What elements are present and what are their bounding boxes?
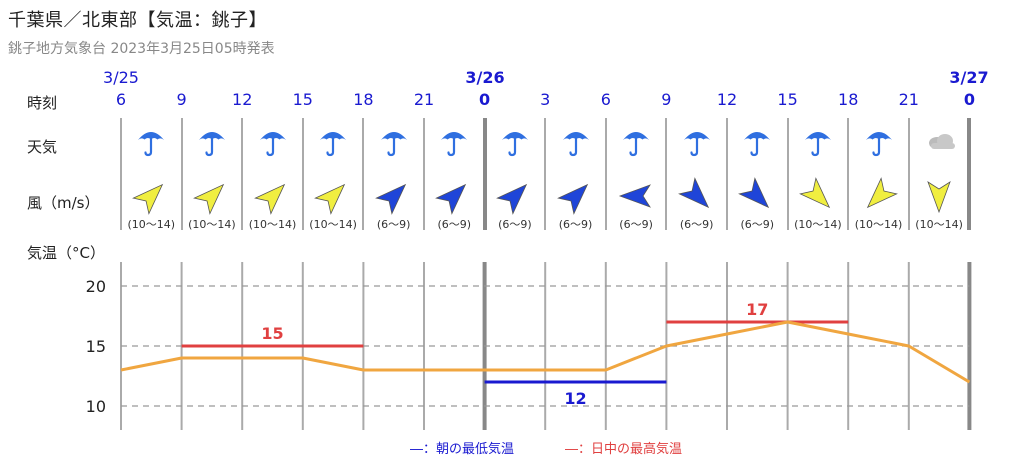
page-subtitle: 銚子地方気象台 2023年3月25日05時発表: [8, 41, 275, 57]
umbrella-icon: [135, 126, 167, 158]
wind-arrow-icon: [192, 176, 232, 216]
hour-label: 21: [898, 90, 919, 109]
wind-arrow-icon: [253, 176, 293, 216]
wind-speed-label: (6～9): [558, 218, 593, 231]
column-separator: [482, 118, 487, 230]
wind-arrow-icon: [859, 176, 899, 216]
umbrella-icon: [741, 126, 773, 158]
wind-speed-label: (10～14): [915, 218, 963, 231]
wind-arrow-icon: [313, 176, 353, 216]
wind-speed-label: (6～9): [437, 218, 472, 231]
hour-label: 18: [838, 90, 859, 109]
wind-speed-label: (10～14): [188, 218, 236, 231]
column-separator: [907, 118, 910, 230]
column-separator: [847, 118, 850, 230]
hour-label: 15: [292, 90, 313, 109]
hour-label: 0: [963, 90, 975, 109]
legend-max-temp: ―：日中の最高気温: [565, 442, 683, 457]
hour-label: 12: [716, 90, 738, 109]
wind-speed-label: (6～9): [376, 218, 411, 231]
y-tick-label: 10: [86, 397, 106, 416]
umbrella-icon: [317, 126, 349, 158]
wind-arrow-icon: [495, 176, 535, 216]
wind-speed-label: (10～14): [794, 218, 842, 231]
row-label-hour: 時刻: [27, 94, 58, 112]
wind-speed-label: (6～9): [619, 218, 653, 231]
umbrella-icon: [620, 126, 652, 158]
umbrella-icon: [438, 126, 470, 158]
umbrella-icon: [378, 126, 410, 158]
column-separator: [423, 118, 425, 230]
y-tick-label: 20: [86, 277, 106, 296]
hour-label: 9: [661, 90, 672, 109]
temperature-annotation-label: 15: [261, 324, 283, 343]
column-separator: [967, 118, 972, 230]
wind-arrow-icon: [616, 176, 656, 216]
umbrella-icon: [560, 126, 592, 158]
column-separator: [120, 118, 122, 230]
date-label-3-26: 3/26: [465, 68, 505, 87]
wind-arrow-icon: [677, 176, 717, 216]
hour-label: 15: [777, 90, 798, 109]
hour-label: 18: [353, 90, 374, 109]
column-separator: [241, 118, 244, 230]
hour-label: 6: [600, 90, 611, 109]
date-label-3-27: 3/27: [949, 68, 989, 87]
wind-arrow-icon: [434, 176, 474, 216]
wind-arrow-icon: [798, 176, 838, 216]
wind-speed-label: (10～14): [248, 218, 297, 231]
hour-label: 3: [540, 90, 551, 109]
column-separator: [786, 118, 789, 230]
column-separator: [301, 118, 304, 230]
column-separator: [544, 118, 547, 230]
umbrella-icon: [802, 126, 834, 158]
hour-label: 21: [413, 90, 435, 109]
wind-speed-label: (6～9): [740, 218, 775, 231]
wind-speed-label: (10～14): [854, 218, 903, 231]
umbrella-icon: [257, 126, 289, 158]
wind-arrow-icon: [556, 176, 596, 216]
umbrella-icon: [499, 126, 531, 158]
date-label-3-25: 3/25: [103, 68, 139, 87]
umbrella-icon: [863, 126, 895, 158]
row-label-wind: 風（m/s）: [27, 194, 100, 212]
column-separator: [180, 118, 183, 230]
wind-speed-label: (10～14): [127, 218, 176, 231]
umbrella-icon: [681, 126, 713, 158]
umbrella-icon: [196, 126, 228, 158]
temperature-annotation-label: 12: [564, 389, 586, 408]
wind-arrow-icon: [374, 176, 414, 216]
wind-speed-label: (6～9): [498, 218, 532, 231]
legend-min-temp: ―：朝の最低気温: [410, 442, 515, 457]
hour-label: 0: [479, 90, 491, 109]
column-separator: [665, 118, 668, 230]
wind-speed-label: (6～9): [679, 218, 714, 231]
column-separator: [362, 118, 365, 230]
hour-label: 12: [232, 90, 253, 109]
wind-arrow-icon: [919, 176, 959, 216]
row-label-temp: 気温（°C）: [27, 244, 105, 262]
wind-arrow-icon: [131, 176, 171, 216]
hour-label: 9: [176, 90, 187, 109]
column-separator: [604, 118, 607, 230]
column-separator: [726, 118, 728, 230]
wind-speed-label: (10～14): [309, 218, 357, 231]
temperature-annotation-label: 17: [746, 300, 768, 319]
y-tick-label: 15: [86, 337, 106, 356]
hour-label: 6: [115, 90, 127, 109]
page-title: 千葉県／北東部【気温：銚子】: [8, 10, 267, 31]
row-label-weather: 天気: [27, 138, 58, 156]
cloud-icon: [923, 126, 956, 158]
wind-arrow-icon: [737, 176, 777, 216]
